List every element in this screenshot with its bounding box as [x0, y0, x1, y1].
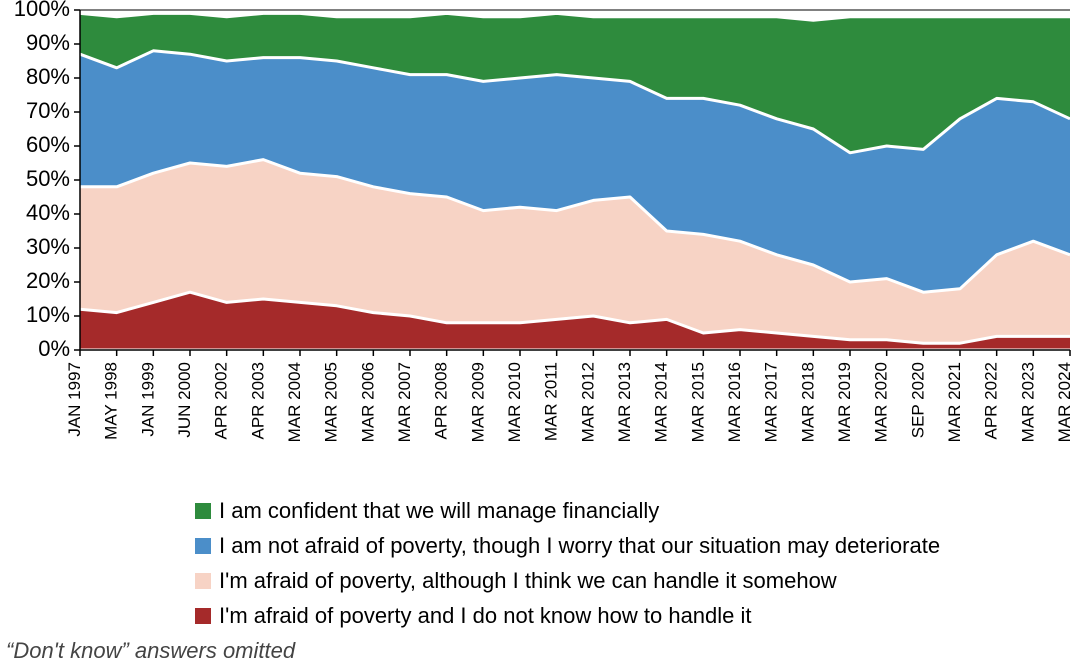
- x-tick-label: SEP 2020: [908, 362, 927, 438]
- y-tick-label: 50%: [26, 166, 70, 191]
- x-tick-label: MAR 2005: [322, 362, 341, 442]
- x-tick-label: MAR 2006: [358, 362, 377, 442]
- y-tick-label: 90%: [26, 30, 70, 55]
- x-tick-label: MAR 2004: [285, 362, 304, 442]
- legend-label: I'm afraid of poverty and I do not know …: [219, 600, 752, 632]
- x-tick-label: APR 2003: [248, 362, 267, 440]
- legend-swatch-afraid-no-handle: [195, 608, 211, 624]
- y-tick-label: 100%: [14, 0, 70, 21]
- legend-swatch-not-afraid: [195, 538, 211, 554]
- x-tick-label: MAR 2019: [835, 362, 854, 442]
- x-tick-label: APR 2022: [982, 362, 1001, 440]
- legend-label: I'm afraid of poverty, although I think …: [219, 565, 837, 597]
- legend-label: I am confident that we will manage finan…: [219, 495, 659, 527]
- y-tick-label: 40%: [26, 200, 70, 225]
- stacked-area-chart: 0% 10% 20% 30% 40% 50% 60% 70% 80% 90% 100% JAN 199…: [0, 0, 1090, 490]
- x-tick-label: MAR 2007: [395, 362, 414, 442]
- legend-item: I am confident that we will manage finan…: [195, 495, 940, 527]
- x-tick-label: MAR 2015: [688, 362, 707, 442]
- y-tick-label: 60%: [26, 132, 70, 157]
- legend-item: I am not afraid of poverty, though I wor…: [195, 530, 940, 562]
- chart-container: 0% 10% 20% 30% 40% 50% 60% 70% 80% 90% 100% JAN 199…: [0, 0, 1090, 670]
- y-tick-label: 10%: [26, 302, 70, 327]
- x-tick-label: APR 2002: [212, 362, 231, 440]
- x-tick-label: MAR 2011: [542, 362, 561, 441]
- footnote: “Don't know” answers omitted: [6, 638, 295, 664]
- y-tick-label: 70%: [26, 98, 70, 123]
- y-tick-label: 80%: [26, 64, 70, 89]
- x-tick-label: MAR 2012: [578, 362, 597, 442]
- x-tick-label: APR 2008: [432, 362, 451, 440]
- x-tick-label: JUN 2000: [175, 362, 194, 438]
- legend-item: I'm afraid of poverty and I do not know …: [195, 600, 940, 632]
- legend: I am confident that we will manage finan…: [195, 495, 940, 635]
- x-tick-label: MAR 2013: [615, 362, 634, 442]
- y-tick-label: 20%: [26, 268, 70, 293]
- x-tick-label: MAR 2023: [1018, 362, 1037, 442]
- legend-label: I am not afraid of poverty, though I wor…: [219, 530, 940, 562]
- x-tick-label: MAR 2024: [1055, 362, 1074, 442]
- x-tick-label: MAR 2016: [725, 362, 744, 442]
- y-tick-label: 30%: [26, 234, 70, 259]
- legend-swatch-afraid-handle: [195, 573, 211, 589]
- x-tick-label: JAN 1997: [65, 362, 84, 437]
- x-tick-label: MAR 2014: [652, 362, 671, 442]
- y-tick-label: 0%: [38, 336, 70, 361]
- x-tick-label: MAR 2017: [762, 362, 781, 442]
- x-tick-label: MAR 2018: [798, 362, 817, 442]
- x-tick-label: MAR 2009: [468, 362, 487, 442]
- legend-swatch-confident: [195, 503, 211, 519]
- x-tick-label: MAR 2021: [945, 362, 964, 442]
- legend-item: I'm afraid of poverty, although I think …: [195, 565, 940, 597]
- x-tick-label: MAR 2010: [505, 362, 524, 442]
- x-tick-label: MAR 2020: [872, 362, 891, 442]
- x-tick-label: MAY 1998: [102, 362, 121, 440]
- x-tick-label: JAN 1999: [138, 362, 157, 437]
